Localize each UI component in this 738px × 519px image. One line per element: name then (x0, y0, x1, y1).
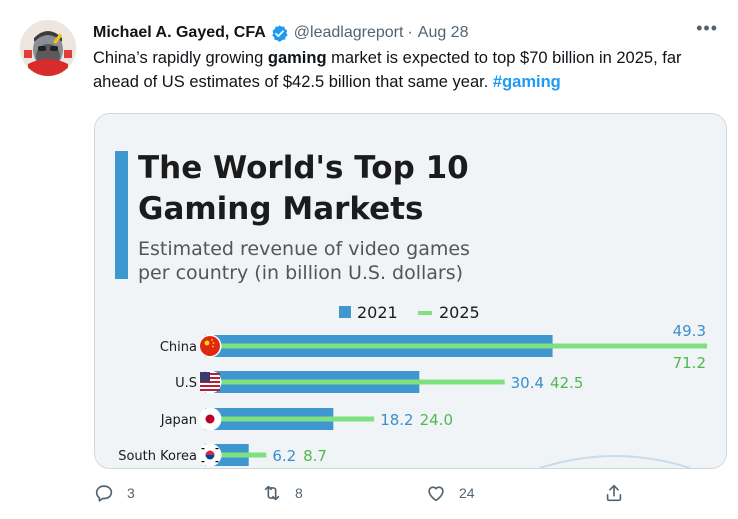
category-label-japan: Japan (160, 413, 197, 428)
value-label-2021-china: 49.3 (673, 322, 706, 340)
chart-subtitle-line1: Estimated revenue of video games (138, 238, 470, 260)
tweet-actions: 3 8 24 (93, 482, 633, 510)
like-button[interactable]: 24 (425, 482, 475, 504)
value-label-2021-japan: 18.2 (380, 411, 413, 429)
value-label-2025-china: 71.2 (673, 354, 706, 372)
value-label-2025-japan: 24.0 (420, 411, 453, 429)
reply-button[interactable]: 3 (93, 482, 135, 504)
category-label-u-s: U.S (175, 376, 197, 391)
reply-count: 3 (127, 485, 135, 501)
flag-sun (205, 414, 215, 424)
flag-trigram (215, 448, 219, 450)
category-label-south-korea: South Korea (118, 449, 197, 464)
tweet-date[interactable]: Aug 28 (417, 24, 469, 41)
header-separator: · (407, 24, 413, 41)
decorative-arc (539, 455, 691, 468)
share-button[interactable] (603, 482, 625, 504)
flag-star-small (212, 345, 214, 348)
reply-icon (95, 485, 113, 502)
title-accent-bar (115, 151, 128, 279)
flag-taegeuk-blue (205, 455, 215, 460)
tweet-text: China’s rapidly growing gaming market is… (93, 46, 723, 94)
flag-icon-u-s (198, 370, 222, 394)
bar-2025-china (205, 343, 707, 349)
bar-2025-japan (205, 416, 375, 422)
verified-badge-icon (270, 24, 289, 43)
chart-title-line1: The World's Top 10 (138, 150, 469, 186)
share-icon (606, 484, 622, 502)
legend-swatch-2021 (339, 306, 351, 318)
legend-label-2025: 2025 (439, 303, 480, 322)
tweet-text-part2: market is expected to top $70 billion in… (93, 49, 682, 91)
value-label-2025-south-korea: 8.7 (303, 447, 327, 465)
avatar-image (20, 20, 76, 76)
chart-title-line2: Gaming Markets (138, 191, 423, 227)
flag-star (204, 340, 210, 346)
retweet-button[interactable]: 8 (261, 482, 303, 504)
value-label-2025-u-s: 42.5 (550, 374, 583, 392)
bar-group: China 49.3 71.2 U.S 30.4 42.5 Japan 18.2 24.0 Sou… (118, 322, 707, 467)
tweet-header: Michael A. Gayed, CFA @leadlagreport · A… (93, 18, 718, 44)
chart-subtitle-line2: per country (in billion U.S. dollars) (138, 262, 463, 284)
author-name[interactable]: Michael A. Gayed, CFA (93, 24, 266, 41)
flag-trigram (201, 448, 205, 450)
tweet-text-bold: gaming (267, 49, 327, 67)
author-handle[interactable]: @leadlagreport (293, 24, 404, 41)
value-label-2021-u-s: 30.4 (511, 374, 544, 392)
retweet-count: 8 (295, 485, 303, 501)
media-card[interactable]: The World's Top 10 Gaming Markets Estima… (94, 113, 727, 469)
flag-field (200, 336, 220, 356)
flag-taegeuk-red (205, 450, 215, 455)
tweet-text-part1: China’s rapidly growing (93, 49, 268, 67)
legend-swatch-2025 (418, 311, 432, 315)
flag-canton (200, 372, 210, 382)
avatar[interactable] (20, 20, 76, 76)
flag-trigram (201, 461, 205, 463)
bar-2025-u-s (205, 379, 505, 385)
flag-stripe (200, 389, 220, 391)
flag-star-small (212, 342, 215, 344)
chart-background (95, 114, 726, 468)
chart-image: The World's Top 10 Gaming Markets Estima… (95, 114, 726, 468)
retweet-icon (264, 485, 280, 501)
heart-icon (428, 486, 444, 502)
bar-2025-south-korea (205, 452, 267, 458)
flag-trigram (215, 461, 219, 463)
hashtag-link[interactable]: #gaming (492, 73, 561, 91)
more-options-icon[interactable]: ••• (696, 18, 718, 38)
legend-label-2021: 2021 (357, 303, 398, 322)
value-label-2021-south-korea: 6.2 (272, 447, 296, 465)
flag-star-small (211, 339, 213, 341)
flag-stripe (200, 385, 220, 387)
flag-icon-south-korea (198, 443, 222, 467)
category-label-china: China (160, 340, 197, 355)
flag-icon-china (198, 334, 222, 358)
like-count: 24 (459, 485, 475, 501)
flag-icon-japan (198, 407, 222, 431)
